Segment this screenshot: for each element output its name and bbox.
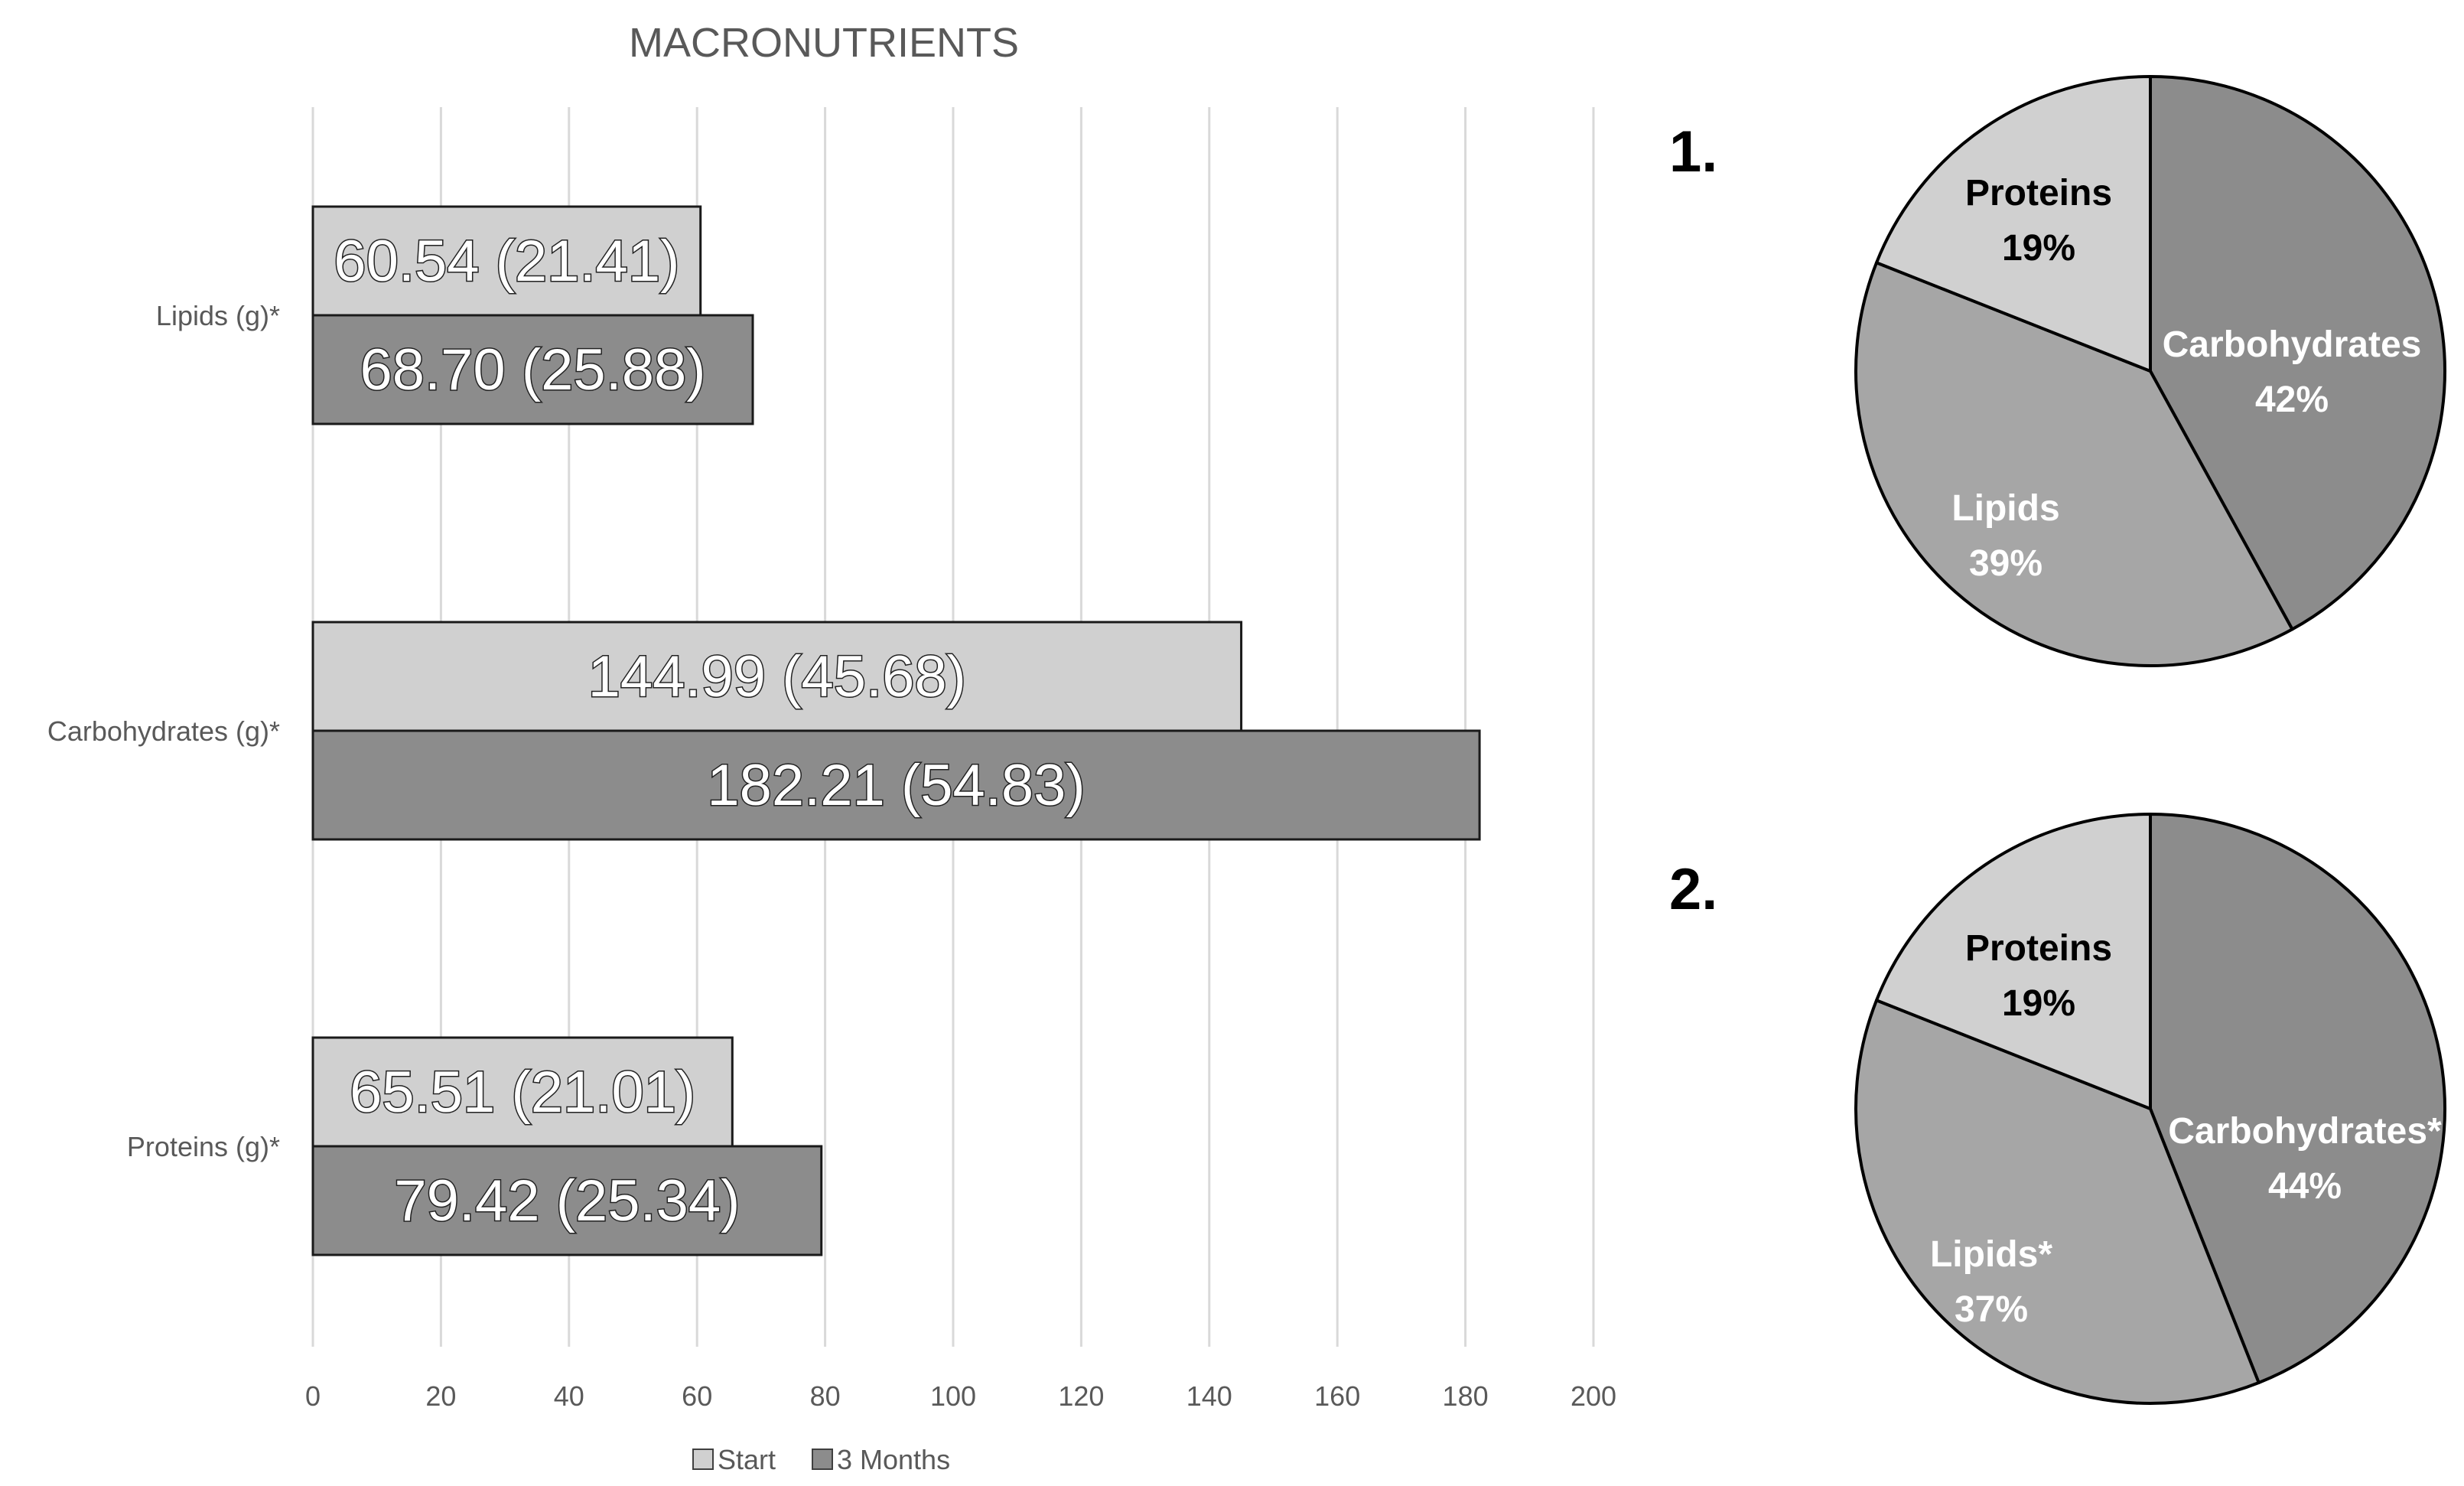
pie-slice-value: 44% <box>2268 1166 2342 1207</box>
legend-swatch <box>812 1449 833 1470</box>
category-label: Lipids (g)* <box>156 300 280 331</box>
legend-label: Start <box>718 1444 776 1475</box>
x-tick-label: 180 <box>1443 1380 1489 1412</box>
bar-chart-axis: 0 20 40 60 80 100 120 140 160 180 200 Lipids (g)* Ca… <box>47 300 1616 1412</box>
x-tick-label: 60 <box>682 1380 712 1412</box>
category-label: Proteins (g)* <box>127 1131 280 1162</box>
bar-start <box>311 1036 734 1148</box>
pie-slice-label: Carbohydrates <box>2163 324 2422 365</box>
pie-slice-lipids <box>1854 261 2294 667</box>
pie-slice-value: 42% <box>2255 380 2329 420</box>
x-tick-label: 20 <box>425 1380 456 1412</box>
pie-slice-value: 39% <box>1969 543 2042 584</box>
bar-3-months <box>311 729 1481 841</box>
legend-label: 3 Months <box>837 1444 950 1475</box>
pie-slice-value: 19% <box>2002 983 2075 1024</box>
x-tick-label: 140 <box>1186 1380 1232 1412</box>
bar-3-months <box>311 314 754 425</box>
pie-slice-label: Carbohydrates* <box>2168 1111 2442 1152</box>
bar-chart-bars: 60.54 (21.41) 68.70 (25.88) 144.99 (45.68)… <box>311 205 1481 1256</box>
pie-panel-label: 1. <box>1669 119 1717 184</box>
pie-slice-carbohydrates <box>2149 75 2446 631</box>
category-label: Carbohydrates (g)* <box>47 715 280 747</box>
pie-slice-value: 37% <box>1955 1289 2028 1330</box>
x-tick-label: 160 <box>1314 1380 1360 1412</box>
bar-data-label: 79.42 (25.34) <box>394 1168 740 1233</box>
pie-slice-proteins <box>1875 75 2152 373</box>
bar-data-label: 60.54 (21.41) <box>334 229 679 294</box>
x-tick-label: 100 <box>930 1380 976 1412</box>
pie-slice-proteins <box>1875 813 2152 1110</box>
legend-swatch <box>692 1449 714 1470</box>
x-tick-label: 120 <box>1058 1380 1104 1412</box>
pie-slice-label: Proteins <box>1965 173 2112 213</box>
x-tick-label: 0 <box>305 1380 321 1412</box>
x-tick-label: 200 <box>1571 1380 1616 1412</box>
bar-chart-title: MACRONUTRIENTS <box>629 20 1019 66</box>
bar-data-label: 144.99 (45.68) <box>588 644 966 709</box>
bar-start <box>311 621 1243 732</box>
pie-slice-value: 19% <box>2002 228 2075 269</box>
pie-slice-carbohydrates <box>2149 813 2446 1384</box>
bar-3-months <box>311 1145 823 1256</box>
pie-chart-2: Carbohydrates* 44% Lipids* 37% Proteins 19% 2. <box>1669 813 2446 1405</box>
pie-panel-label: 2. <box>1669 857 1717 922</box>
bar-data-label: 68.70 (25.88) <box>360 337 705 402</box>
pie-slice-label: Lipids* <box>1930 1234 2052 1275</box>
bar-data-label: 182.21 (54.83) <box>707 753 1085 818</box>
bar-data-label: 65.51 (21.01) <box>350 1060 695 1125</box>
x-tick-label: 80 <box>810 1380 841 1412</box>
pie-slice-label: Proteins <box>1965 928 2112 969</box>
pie-slice-label: Lipids <box>1951 488 2059 529</box>
pie-slice-lipids <box>1854 999 2261 1405</box>
bar-start <box>311 205 702 317</box>
pie-chart-1: Carbohydrates 42% Lipids 39% Proteins 19% 1. <box>1669 75 2446 667</box>
bar-chart-legend: Start 3 Months <box>692 1444 950 1475</box>
x-tick-label: 40 <box>554 1380 584 1412</box>
